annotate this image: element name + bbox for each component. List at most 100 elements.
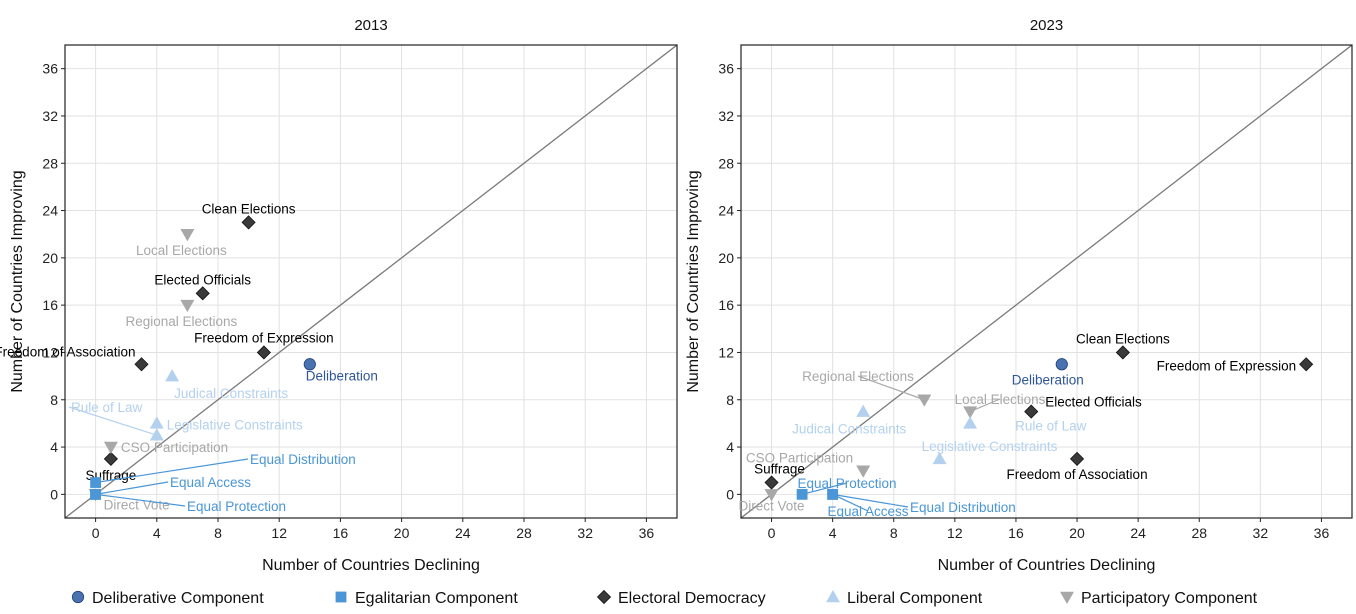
y-tick-label: 0 [50,486,58,502]
point-freedom-of-expression [256,345,271,360]
point-freedom-of-expression [1299,357,1314,372]
point-legislative-constraints [932,451,947,465]
point-legislative-constraints [149,416,164,429]
y-tick-label: 8 [50,392,58,408]
point-label-equal-distribution: Equal Distribution [250,452,356,467]
point-label-rule-of-law: Rule of Law [1015,418,1087,433]
point-label-equal-access: Equal Access [170,475,251,490]
point-label-local-elections: Local Elections [955,392,1046,407]
legend-label-deliberative: Deliberative Component [92,590,264,607]
point-label-freedom-of-expression: Freedom of Expression [1157,358,1297,373]
legend-label-participatory: Participatory Component [1081,590,1258,607]
point-label-clean-elections: Clean Elections [202,201,296,216]
participatory-legend-marker [1060,591,1074,604]
point-label-regional-elections: Regional Elections [802,369,914,384]
point-label-judical-constraints: Judical Constraints [792,422,906,437]
point-label-equal-distribution: Equal Distribution [910,500,1016,515]
label-leader-line [68,406,157,436]
legend-label-liberal: Liberal Component [847,590,983,607]
point-local-elections [963,406,978,419]
egalitarian-legend-marker [335,591,347,603]
y-tick-label: 24 [718,203,734,219]
point-label-rule-of-law: Rule of Law [71,400,143,415]
electoral-legend-marker [596,589,612,605]
point-label-deliberation: Deliberation [1012,372,1084,387]
chart-panel-2013: 0 4 8 12 16 20 24 28 32 36 0 4 8 12 16 20 24 28 32 36 2013 Nu… [0,17,678,574]
point-label-deliberation: Deliberation [306,368,378,383]
point-label-cso-participation: CSO Participation [121,440,228,455]
y-tick-label: 28 [42,155,58,171]
data-points: Clean Elections Elected Officials Freedom … [0,201,378,514]
x-tick-label: 28 [1191,525,1207,541]
y-tick-label: 4 [50,439,58,455]
y-tick-label: 32 [42,108,58,124]
point-deliberation [303,358,316,371]
point-label-elected-officials: Elected Officials [154,272,251,287]
point-rule-of-law [149,428,164,441]
point-cso-participation [856,465,871,478]
point-judical-constraints [856,404,871,417]
point-label-legislative-constraints: Legislative Constraints [167,417,303,432]
y-tick-label: 16 [42,297,58,313]
y-tick-label: 24 [42,203,58,219]
legend-label-electoral: Electoral Democracy [618,590,766,607]
x-tick-label: 32 [1253,525,1269,541]
x-tick-label: 20 [394,525,410,541]
point-label-cso-participation: CSO Participation [746,451,853,466]
x-tick-label: 4 [829,525,837,541]
point-equal-protection [796,488,808,500]
point-label-direct-vote: Direct Vote [739,498,805,513]
x-tick-label: 16 [333,525,349,541]
y-tick-label: 36 [42,61,58,77]
label-leader-line [95,493,186,507]
diagonal-parity-line [65,45,677,518]
diagonal-parity-line [741,45,1352,518]
x-tick-label: 20 [1069,525,1085,541]
x-tick-label: 24 [1130,525,1146,541]
x-tick-label: 0 [768,525,776,541]
x-tick-label: 32 [577,525,593,541]
point-deliberation [1055,358,1068,371]
grid-lines [65,45,677,518]
label-leader-line [95,458,249,484]
point-suffrage [764,475,779,490]
point-label-elected-officials: Elected Officials [1045,395,1142,410]
y-tick-label: 20 [718,250,734,266]
y-tick-label: 4 [726,439,734,455]
point-equal-access [827,488,839,500]
point-label-equal-protection: Equal Protection [187,499,286,514]
point-cso-participation [103,441,118,455]
x-tick-label: 16 [1008,525,1024,541]
point-judical-constraints [165,369,180,382]
y-tick-label: 20 [42,250,58,266]
x-tick-label: 36 [1314,525,1330,541]
point-label-freedom-of-association: Freedom of Association [0,344,136,359]
x-tick-label: 28 [516,525,532,541]
y-tick-label: 12 [718,344,734,360]
point-clean-elections [241,215,256,230]
point-label-freedom-of-association: Freedom of Association [1007,467,1148,482]
label-leader-line [857,375,925,401]
plot-frame [740,44,1353,519]
point-direct-vote [764,489,779,502]
point-local-elections [180,228,195,242]
plot-frame [64,44,678,519]
point-label-freedom-of-expression: Freedom of Expression [194,330,334,345]
y-axis-label: Number of Countries Improving [9,170,26,392]
data-points: Clean Elections Freedom of Expression Elec… [739,331,1314,519]
chart-legend: Deliberative Component Egalitarian Compon… [71,589,1258,607]
label-leader-line [832,493,869,512]
point-clean-elections [1115,345,1130,360]
point-label-clean-elections: Clean Elections [1076,331,1170,346]
point-freedom-of-association [1069,451,1085,466]
label-leader-line [832,493,909,508]
point-label-legislative-constraints: Legislative Constraints [922,439,1058,454]
x-axis-label: Number of Countries Declining [262,557,480,574]
y-tick-label: 36 [718,61,734,77]
point-elected-officials [195,286,210,301]
point-equal-distribution [90,477,101,488]
chart-panel-2023: 0 4 8 12 16 20 24 28 32 36 0 4 8 12 16 20 24 28 32 36 2023 Nu… [685,17,1353,574]
point-label-regional-elections: Regional Elections [125,314,237,329]
x-tick-label: 4 [153,525,161,541]
